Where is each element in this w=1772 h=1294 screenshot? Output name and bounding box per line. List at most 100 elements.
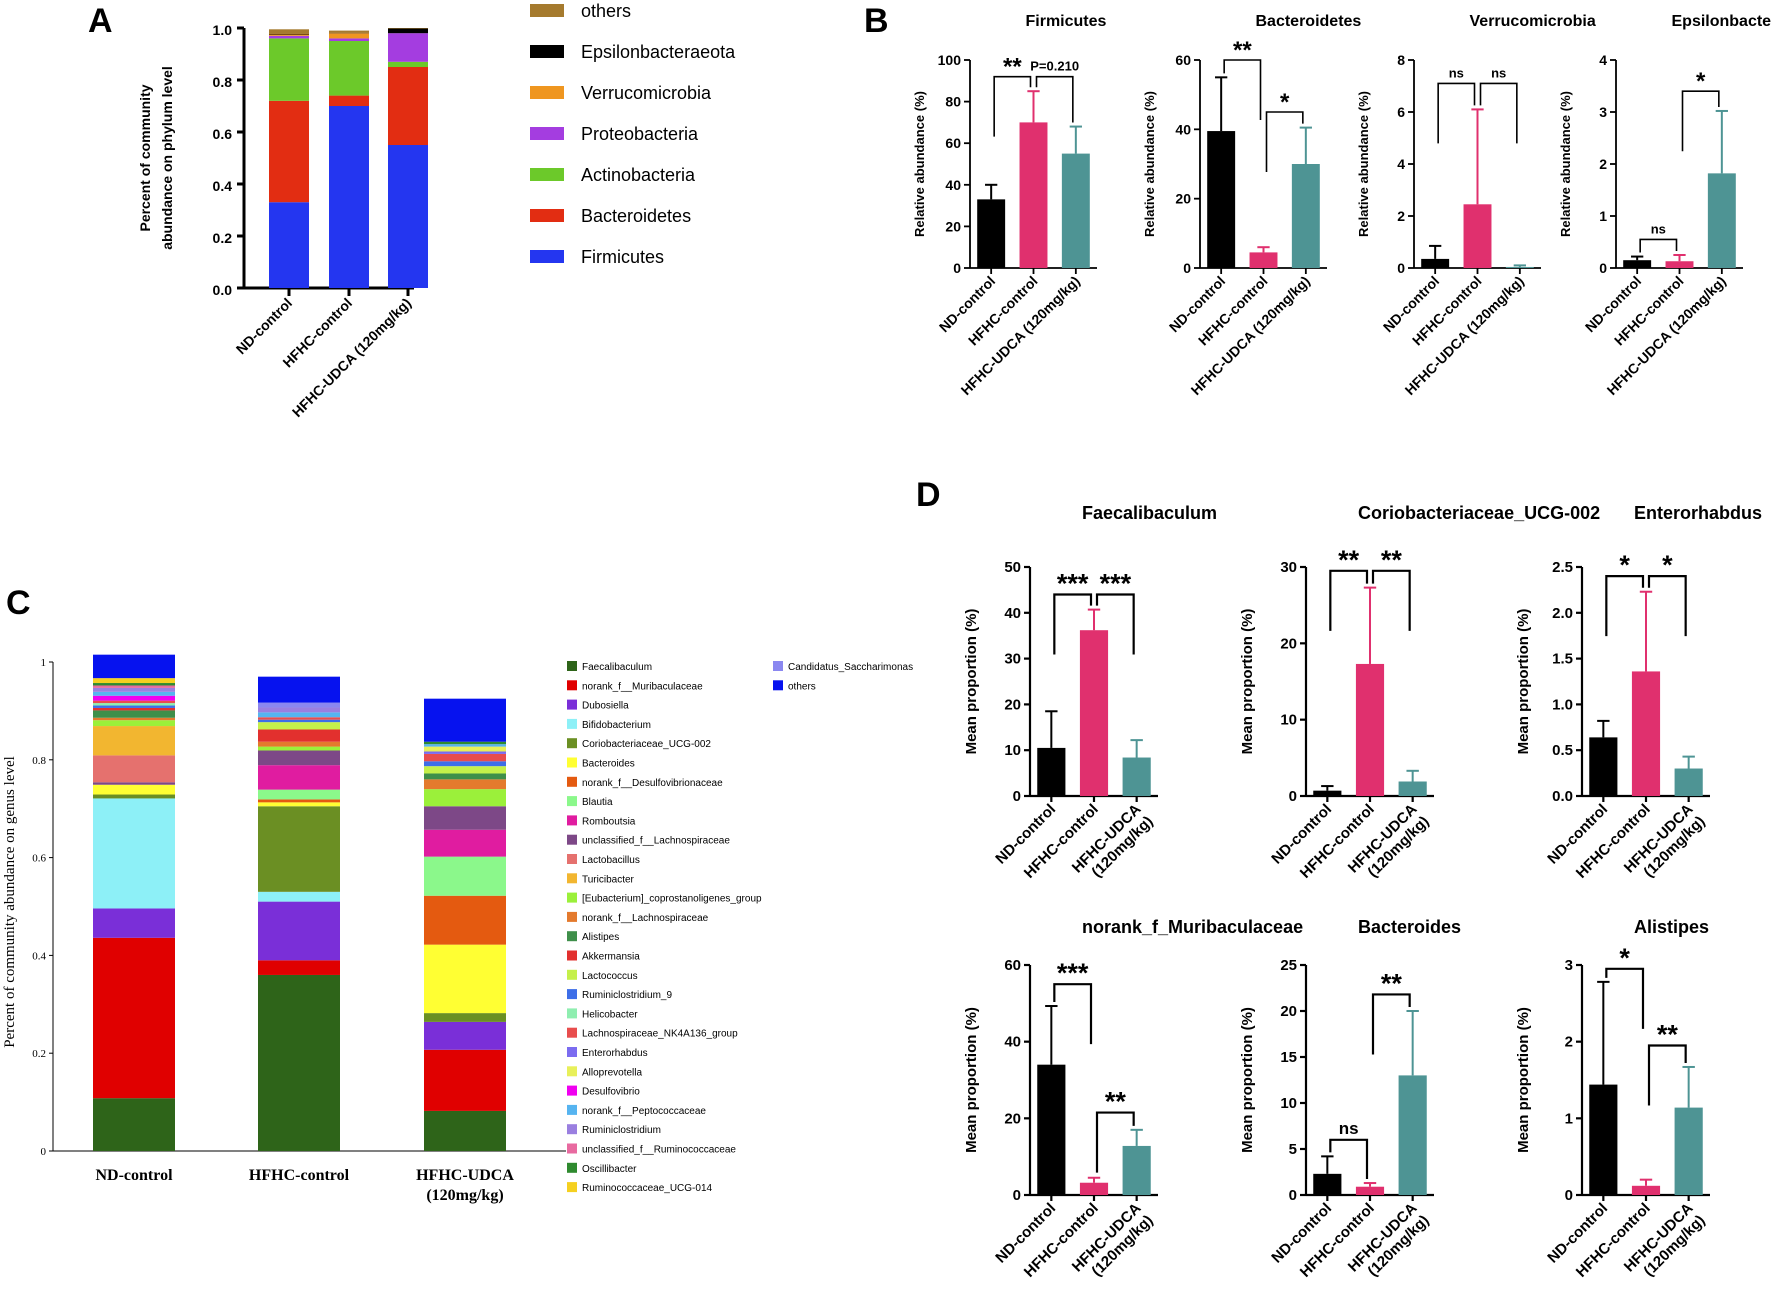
c-bar-ruminiclostridium-9 <box>258 719 340 723</box>
a-bar-others <box>388 28 428 29</box>
b-subplot-bacteroidetes: Bacteroidetes 0 20 40 60 Relative abundance (… <box>1142 13 1361 398</box>
d-title: Coriobacteriaceae_UCG-002 <box>1358 503 1600 523</box>
d-y-tick-label: 20 <box>1004 1110 1021 1127</box>
c-bar-eubacterium-coprostanoligenes-group <box>258 746 340 751</box>
c-legend-label-helicobacter: Helicobacter <box>582 1009 638 1020</box>
d-title: Alistipes <box>1634 917 1709 937</box>
d-significance-bracket <box>1053 593 1093 655</box>
c-legend-swatch-unclassified-f-lachnospiraceae <box>567 834 577 845</box>
c-bar-blautia <box>258 789 340 800</box>
b-significance-bracket <box>1265 111 1304 172</box>
b-y-tick-label: 80 <box>945 94 961 110</box>
c-bar-lachnospiraceae-nk4a136-group <box>424 753 506 762</box>
c-bar-ruminiclostridium-9 <box>424 761 506 767</box>
c-bar-coriobacteriaceae-ucg-002 <box>93 794 175 799</box>
c-legend-swatch-turicibacter <box>567 873 577 884</box>
d-title: Enterorhabdus <box>1634 503 1762 523</box>
c-legend-swatch-alistipes <box>567 931 577 942</box>
c-legend-swatch-faecalibaculum <box>567 661 577 671</box>
c-legend-label-oscillibacter: Oscillibacter <box>582 1164 637 1175</box>
d-significance-label: * <box>1619 943 1630 973</box>
a-bar-actinobacteria <box>269 38 309 101</box>
a-bar-others <box>269 29 309 34</box>
d-y-tick-label: 1.0 <box>1552 696 1573 713</box>
b-significance-label: ns <box>1651 221 1666 236</box>
d-significance-label: ** <box>1338 545 1360 575</box>
d-y-tick-label: 0 <box>1289 1187 1297 1204</box>
d-y-tick-label: 0.5 <box>1552 742 1573 759</box>
b-bar-nd-control <box>1207 131 1236 268</box>
c-legend-swatch-akkermansia <box>567 950 577 961</box>
a-bar-proteobacteria <box>388 33 428 62</box>
c-legend-swatch-helicobacter <box>567 1008 577 1019</box>
b-y-tick-label: 60 <box>945 135 961 151</box>
c-legend-label-candidatus-saccharimonas: Candidatus_Saccharimonas <box>788 662 913 673</box>
c-bar-oscillibacter <box>93 683 175 686</box>
c-legend-label-faecalibaculum: Faecalibaculum <box>582 662 652 673</box>
d-significance-bracket <box>1371 569 1411 631</box>
d-significance-label: *** <box>1057 958 1089 988</box>
d-y-tick-label: 1.5 <box>1552 651 1573 668</box>
c-bar-others <box>93 654 175 679</box>
c-y-tick-label: 0.4 <box>32 950 46 962</box>
c-legend-label-turicibacter: Turicibacter <box>582 874 635 885</box>
d-y-tick-label: 20 <box>1280 1003 1297 1020</box>
c-legend-label-blautia: Blautia <box>582 797 613 808</box>
d-bar-hfhc-control <box>1079 1182 1109 1195</box>
a-legend-label-others: others <box>581 1 631 21</box>
b-bar-hfhc-control <box>1665 261 1694 268</box>
b-subplot-epsilonbacteraeota: Epsilonbacteraeota 0 1 2 3 4 Relative abundanc… <box>1558 13 1772 398</box>
c-bar-coriobacteriaceae-ucg-002 <box>424 1013 506 1022</box>
d-y-tick-label: 0 <box>1013 788 1021 805</box>
a-legend-label-epsilonbacteraeota: Epsilonbacteraeota <box>581 42 736 62</box>
d-y-tick-label: 30 <box>1004 651 1021 668</box>
b-significance-bracket <box>1223 59 1262 120</box>
c-bar-norank-f-muribaculaceae <box>424 1049 506 1111</box>
b-title: Epsilonbacteraeota <box>1672 13 1772 30</box>
d-significance-bracket <box>1605 575 1645 637</box>
b-significance-label: ns <box>1449 65 1464 80</box>
c-legend-swatch-enterorhabdus <box>567 1047 577 1057</box>
c-legend-swatch-ruminiclostridium <box>567 1124 577 1135</box>
b-bar-hfhc-udca-120mg-kg <box>1505 266 1534 268</box>
a-legend-swatch-bacteroidetes <box>530 209 564 222</box>
c-bar-bacteroides <box>93 784 175 795</box>
b-y-tick-label: 4 <box>1397 156 1405 172</box>
b-significance-label: ns <box>1491 65 1506 80</box>
c-y-tick-label: 0.8 <box>32 755 46 767</box>
d-y-tick-label: 30 <box>1280 559 1297 576</box>
d-y-tick-label: 10 <box>1280 712 1297 729</box>
c-bar-bacteroides <box>424 944 506 1014</box>
c-x-tick-label: (120mg/kg) <box>426 1187 503 1204</box>
c-legend-swatch-lactobacillus <box>567 854 577 864</box>
c-bar-desulfovibrio <box>93 695 175 701</box>
c-legend-swatch-norank-f-desulfovibrionaceae <box>567 776 577 787</box>
d-bar-nd-control <box>1037 1064 1066 1195</box>
c-bar-norank-f-lachnospiraceae <box>424 779 506 790</box>
c-bar-lachnospiraceae-nk4a136-group <box>93 700 175 704</box>
b-y-tick-label: 0 <box>1599 260 1607 276</box>
c-legend-label-unclassified-f-ruminococcaceae: unclassified_f__Ruminococcaceae <box>582 1145 736 1156</box>
a-y-tick-label: 0.0 <box>213 282 233 298</box>
c-bar-alistipes <box>93 710 175 718</box>
a-bar-bacteroidetes <box>269 100 309 203</box>
a-bar-proteobacteria <box>329 38 369 41</box>
d-y-tick-label: 0.0 <box>1552 788 1573 805</box>
d-y-axis-label: Mean proportion (%) <box>1515 1007 1532 1153</box>
d-significance-label: ** <box>1381 545 1403 575</box>
c-legend-swatch-blautia <box>567 796 577 807</box>
c-legend-swatch-alloprevotella <box>567 1066 577 1077</box>
d-title: norank_f_Muribaculaceae <box>1082 917 1303 937</box>
d-y-tick-label: 15 <box>1280 1049 1297 1066</box>
d-significance-bracket <box>1371 993 1411 1055</box>
b-y-axis-label: Relative abundance (%) <box>1142 91 1157 237</box>
a-legend-swatch-actinobacteria <box>530 168 564 181</box>
d-y-tick-label: 2.0 <box>1552 605 1573 622</box>
c-legend-swatch-romboutsia <box>567 815 577 826</box>
panel-letter-c: C <box>6 584 31 622</box>
d-y-tick-label: 10 <box>1280 1095 1297 1112</box>
b-significance-bracket <box>1479 82 1518 144</box>
c-bar-lachnospiraceae-nk4a136-group <box>258 717 340 720</box>
c-x-tick-label: HFHC-control <box>249 1167 350 1184</box>
panel-c-genus-stacked-bar: 0 0.2 0.4 0.6 0.8 1 Percent of community abund… <box>2 654 913 1204</box>
